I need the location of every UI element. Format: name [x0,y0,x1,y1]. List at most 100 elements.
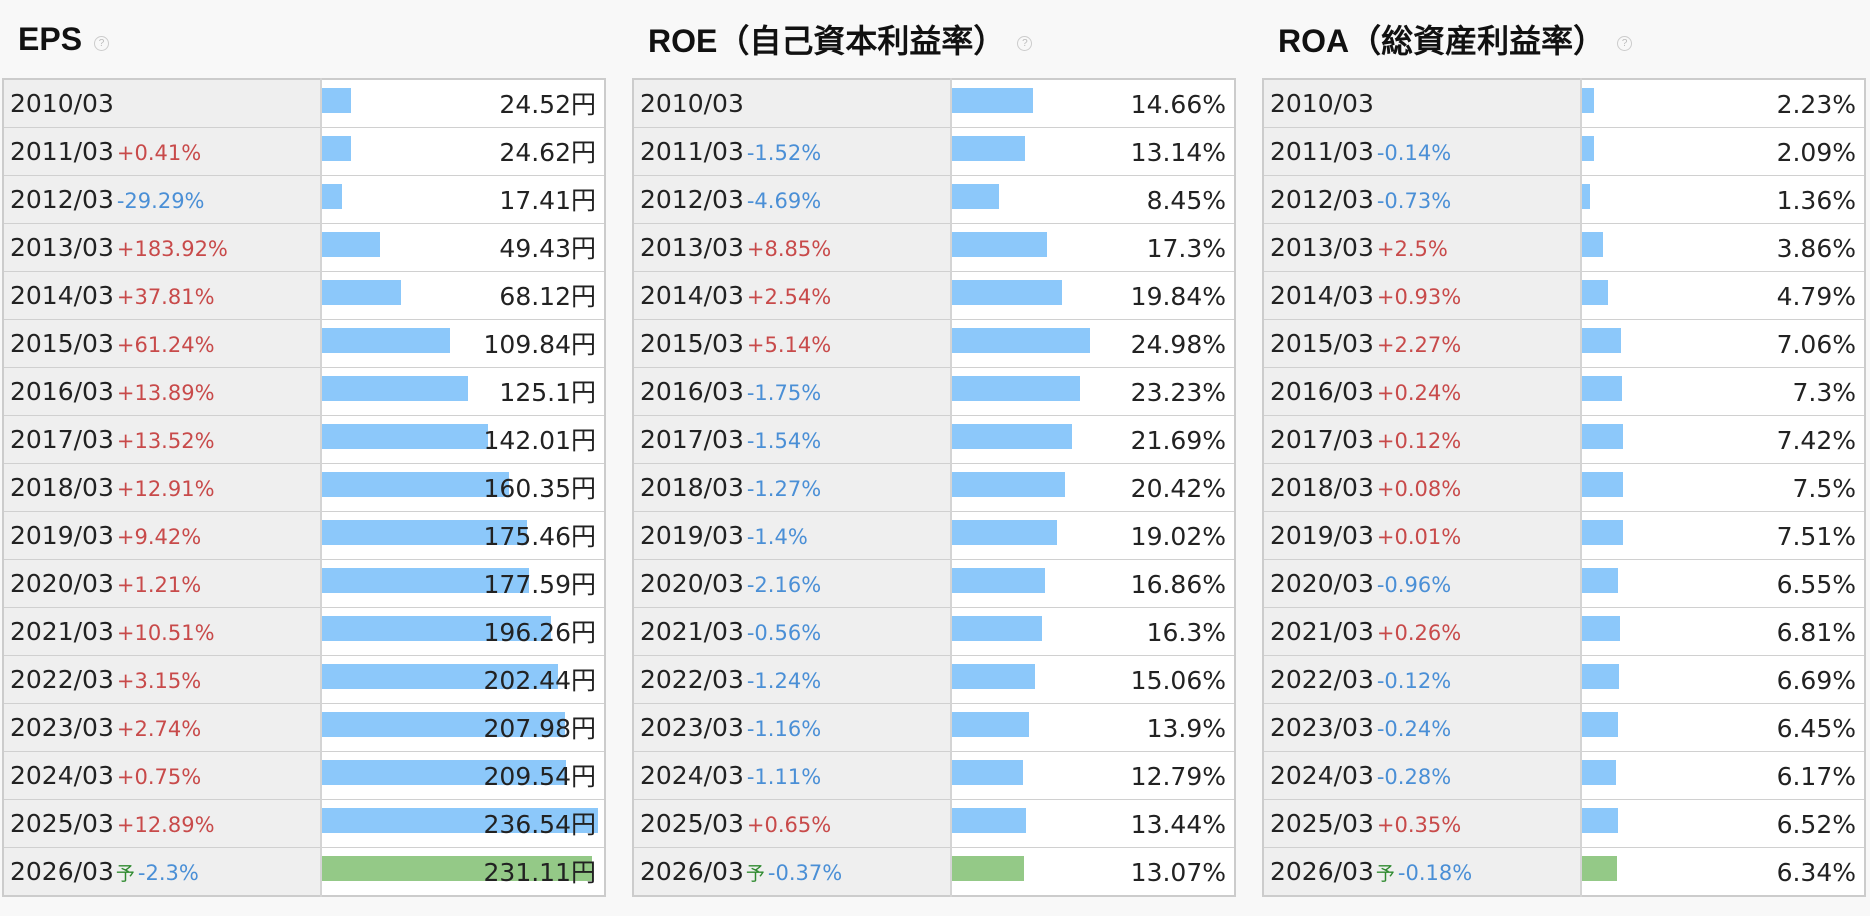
change-label: +2.5% [1376,237,1448,261]
roa-table: 2010/03 2.23% 2011/03 -0.14% 2.09% 2012/03 -0.… [1262,78,1866,897]
year-label: 2011/03 [10,137,114,166]
value-label: 236.54円 [483,810,596,839]
year-label: 2018/03 [10,473,114,502]
year-label: 2022/03 [10,665,114,694]
bar [1582,664,1619,689]
value-label: 13.07% [1130,858,1226,887]
value-label: 12.79% [1130,762,1226,791]
bar [952,472,1065,497]
bar [1582,712,1618,737]
table-row: 2016/03 +0.24% 7.3% [1263,367,1865,416]
year-label: 2018/03 [640,473,744,502]
bar [1582,616,1620,641]
change-label: +2.74% [116,717,202,741]
value-label: 7.51% [1776,522,1856,551]
bar [952,616,1042,641]
value-cell: 236.54円 [321,799,605,848]
year-cell: 2014/03 +37.81% [3,271,322,320]
change-label: +0.08% [1376,477,1462,501]
change-label: +0.01% [1376,525,1462,549]
table-row: 2018/03 +12.91% 160.35円 [3,463,605,512]
change-label: +0.12% [1376,429,1462,453]
change-label: -1.75% [746,381,822,405]
bar [1582,184,1590,209]
year-label: 2019/03 [1270,521,1374,550]
bar [1582,568,1618,593]
bar [322,520,527,545]
table-row: 2020/03 -2.16% 16.86% [633,559,1235,608]
year-cell: 2018/03 +12.91% [3,463,322,512]
roe-panel-header: ROE（自己資本利益率） ? [632,0,1236,78]
value-label: 7.3% [1792,378,1856,407]
year-cell: 2014/03 +2.54% [633,271,952,320]
value-label: 16.3% [1146,618,1226,647]
change-label: -1.11% [746,765,822,789]
value-cell: 2.09% [1581,127,1865,176]
bar [322,568,529,593]
change-label: +183.92% [116,237,228,261]
year-label: 2015/03 [10,329,114,358]
table-row: 2023/03 +2.74% 207.98円 [3,703,605,752]
forecast-mark: 予 [1375,863,1395,885]
value-cell: 16.86% [951,559,1235,608]
year-label: 2016/03 [1270,377,1374,406]
year-label: 2013/03 [640,233,744,262]
value-label: 109.84円 [483,330,596,359]
year-cell: 2024/03 +0.75% [3,751,322,800]
change-label: +12.91% [116,477,215,501]
year-cell: 2026/03 予 -0.18% [1263,847,1582,896]
eps-help-icon[interactable]: ? [94,35,110,51]
year-cell: 2012/03 -0.73% [1263,175,1582,224]
roa-help-icon[interactable]: ? [1617,35,1633,51]
value-label: 13.9% [1146,714,1226,743]
change-label: -29.29% [116,189,205,213]
value-cell: 24.52円 [321,79,605,128]
year-cell: 2015/03 +2.27% [1263,319,1582,368]
bar [952,760,1023,785]
change-label: -0.73% [1376,189,1452,213]
change-label: +5.14% [746,333,832,357]
value-cell: 177.59円 [321,559,605,608]
table-row: 2016/03 +13.89% 125.1円 [3,367,605,416]
change-label: -1.24% [746,669,822,693]
year-label: 2011/03 [1270,137,1374,166]
bar [322,136,351,161]
value-label: 160.35円 [483,474,596,503]
change-label: -0.18% [1397,861,1473,885]
roe-panel: ROE（自己資本利益率） ? 2010/03 14.66% 2011/03 -1.52… [632,0,1236,897]
change-label: +37.81% [116,285,215,309]
table-row: 2023/03 -0.24% 6.45% [1263,703,1865,752]
year-label: 2011/03 [640,137,744,166]
year-label: 2014/03 [10,281,114,310]
table-row: 2025/03 +0.35% 6.52% [1263,799,1865,848]
value-cell: 202.44円 [321,655,605,704]
bar [952,88,1033,113]
bar [1582,424,1623,449]
change-label: -0.14% [1376,141,1452,165]
value-label: 17.41円 [499,186,596,215]
year-cell: 2010/03 [1263,79,1582,128]
year-label: 2016/03 [640,377,744,406]
value-cell: 17.41円 [321,175,605,224]
change-label: +2.27% [1376,333,1462,357]
table-row: 2017/03 +0.12% 7.42% [1263,415,1865,464]
bar [322,232,380,257]
table-row: 2026/03 予 -0.37% 13.07% [633,847,1235,896]
year-cell: 2016/03 -1.75% [633,367,952,416]
year-cell: 2023/03 +2.74% [3,703,322,752]
value-label: 20.42% [1130,474,1226,503]
year-cell: 2021/03 +10.51% [3,607,322,656]
change-label: +10.51% [116,621,215,645]
change-label: -1.52% [746,141,822,165]
year-cell: 2020/03 -0.96% [1263,559,1582,608]
year-cell: 2011/03 +0.41% [3,127,322,176]
eps-title: EPS [18,20,83,57]
year-label: 2020/03 [640,569,744,598]
bar [322,472,509,497]
year-label: 2025/03 [1270,809,1374,838]
value-cell: 13.9% [951,703,1235,752]
value-cell: 7.5% [1581,463,1865,512]
value-cell: 2.23% [1581,79,1865,128]
roe-help-icon[interactable]: ? [1017,35,1033,51]
year-cell: 2024/03 -0.28% [1263,751,1582,800]
